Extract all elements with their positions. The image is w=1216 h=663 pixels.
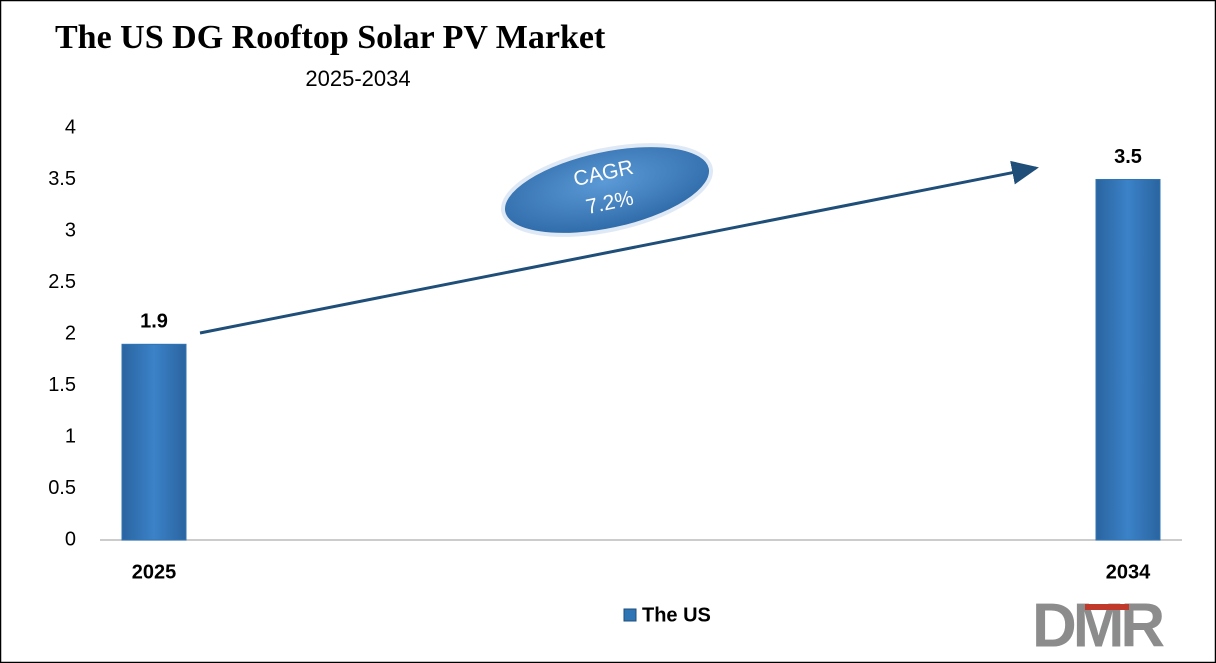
chart-title: The US DG Rooftop Solar PV Market: [55, 19, 606, 56]
y-tick-label: 4: [65, 116, 76, 138]
y-tick-label: 0.5: [48, 477, 76, 499]
chart-subtitle: 2025-2034: [305, 66, 410, 91]
y-tick-label: 2.5: [48, 271, 76, 293]
value-label: 3.5: [1114, 146, 1142, 168]
trend-arrow: [199, 160, 1039, 335]
y-tick-label: 3.5: [48, 168, 76, 190]
cagr-badge: CAGR 7.2%: [500, 143, 714, 237]
x-tick-label: 2034: [1106, 561, 1151, 583]
cagr-ellipse: [500, 143, 714, 237]
y-tick-label: 3: [65, 219, 76, 241]
legend-swatch: [623, 608, 637, 622]
bar: [1095, 179, 1161, 541]
y-tick-label: 2: [65, 322, 76, 344]
logo-accent: [1085, 604, 1129, 610]
legend-label: The US: [642, 604, 711, 626]
value-label: 1.9: [140, 311, 168, 333]
x-tick-label: 2025: [132, 561, 177, 583]
y-tick-label: 1.5: [48, 374, 76, 396]
y-tick-label: 0: [65, 528, 76, 550]
logo: DMR: [1032, 591, 1168, 660]
y-tick-label: 1: [65, 425, 76, 447]
bar: [121, 343, 187, 541]
logo-text: DMR: [1032, 591, 1164, 660]
